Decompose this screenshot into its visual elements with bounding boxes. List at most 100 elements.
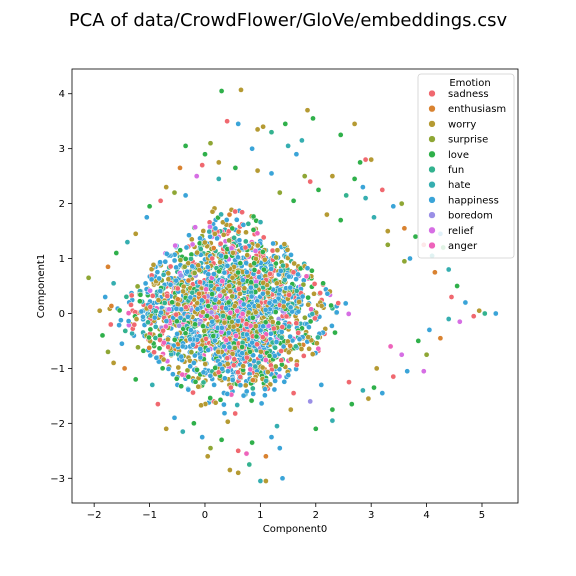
scatter-point-anger: [125, 310, 132, 316]
scatter-point-happiness: [306, 324, 312, 330]
scatter-point-happiness: [360, 184, 366, 190]
scatter-point-happiness: [224, 262, 231, 269]
scatter-point-sadness: [217, 240, 224, 247]
scatter-point-love: [137, 291, 144, 298]
legend-marker-sadness: [428, 89, 436, 98]
scatter-point-happiness: [118, 317, 124, 324]
scatter-point-fun: [246, 461, 253, 468]
scatter-point-worry: [274, 247, 281, 254]
scatter-point-fun: [161, 300, 168, 306]
scatter-point-love: [328, 302, 334, 309]
scatter-point-relief: [420, 368, 427, 375]
scatter-point-love: [174, 318, 180, 325]
scatter-point-sadness: [151, 349, 157, 356]
scatter-point-happiness: [171, 414, 178, 421]
legend-marker-boredom: [428, 211, 436, 219]
scatter-point-happiness: [223, 305, 229, 312]
scatter-point-sadness: [107, 321, 114, 328]
scatter-point-boredom: [208, 309, 215, 316]
scatter-point-love: [315, 187, 322, 193]
scatter-point-happiness: [240, 392, 247, 399]
scatter-point-relief: [207, 224, 213, 230]
legend-label-happiness: happiness: [448, 195, 499, 206]
scatter-point-hate: [160, 271, 167, 278]
scatter-point-love: [250, 226, 257, 233]
scatter-point-fun: [245, 220, 252, 227]
scatter-point-love: [178, 383, 185, 390]
scatter-point-relief: [252, 248, 259, 254]
scatter-point-love: [251, 267, 258, 273]
scatter-point-happiness: [173, 264, 179, 271]
scatter-point-worry: [254, 167, 261, 174]
scatter-point-relief: [456, 318, 463, 325]
scatter-point-worry: [230, 323, 237, 330]
scatter-point-enthusiasm: [121, 365, 128, 372]
scatter-point-love: [159, 365, 166, 372]
scatter-point-love: [202, 151, 208, 158]
scatter-point-happiness: [143, 214, 150, 221]
scatter-point-sadness: [190, 389, 196, 396]
scatter-point-happiness: [235, 254, 241, 261]
scatter-point-sadness: [209, 255, 216, 262]
scatter-point-fun: [272, 344, 278, 351]
scatter-point-happiness: [287, 333, 293, 340]
scatter-point-surprise: [301, 173, 308, 179]
scatter-point-happiness: [102, 294, 109, 300]
scatter-point-surprise: [177, 257, 184, 263]
scatter-point-happiness: [215, 286, 222, 292]
x-tick-label: 0: [202, 510, 208, 521]
scatter-point-surprise: [191, 270, 198, 276]
scatter-point-love: [113, 250, 120, 256]
scatter-point-worry: [215, 349, 222, 355]
scatter-point-surprise: [226, 237, 232, 244]
legend-marker-happiness: [428, 196, 436, 204]
legend-marker-anger: [428, 241, 436, 250]
scatter-point-worry: [209, 208, 216, 215]
scatter-point-love: [237, 260, 244, 267]
scatter-point-worry: [264, 369, 271, 375]
scatter-point-enthusiasm: [105, 263, 111, 270]
scatter-point-enthusiasm: [174, 296, 181, 303]
scatter-point-surprise: [135, 344, 141, 351]
scatter-point-relief: [345, 311, 352, 317]
y-tick-label: 0: [59, 309, 65, 320]
scatter-point-happiness: [281, 378, 288, 385]
scatter-point-love: [290, 197, 297, 204]
scatter-point-love: [182, 256, 189, 262]
scatter-point-happiness: [271, 353, 278, 359]
scatter-point-happiness: [271, 386, 278, 393]
scatter-point-anger: [234, 308, 241, 314]
scatter-point-love: [217, 396, 224, 403]
scatter-point-worry: [132, 230, 139, 237]
scatter-point-happiness: [404, 368, 411, 375]
scatter-point-worry: [220, 288, 227, 295]
scatter-point-hate: [257, 478, 264, 484]
scatter-point-love: [282, 121, 289, 127]
scatter-point-love: [253, 333, 260, 340]
scatter-point-relief: [276, 373, 283, 380]
scatter-point-love: [200, 323, 206, 329]
scatter-point-surprise: [272, 363, 279, 370]
scatter-point-happiness: [285, 273, 292, 280]
scatter-point-sadness: [290, 390, 297, 396]
scatter-point-worry: [365, 395, 372, 402]
scatter-point-worry: [261, 256, 268, 263]
scatter-point-sadness: [242, 244, 249, 251]
scatter-point-worry: [309, 351, 316, 357]
scatter-point-surprise: [207, 445, 214, 451]
scatter-point-sadness: [235, 369, 241, 376]
scatter-point-sadness: [270, 325, 277, 332]
scatter-point-surprise: [201, 328, 208, 334]
scatter-point-fun: [481, 310, 488, 317]
scatter-point-sadness: [237, 374, 244, 380]
scatter-point-love: [272, 309, 279, 315]
legend-label-enthusiasm: enthusiasm: [448, 104, 506, 115]
scatter-point-worry: [291, 260, 298, 267]
scatter-point-worry: [201, 239, 208, 246]
scatter-point-happiness: [167, 281, 174, 288]
scatter-point-sadness: [278, 357, 285, 364]
scatter-point-happiness: [288, 252, 294, 258]
scatter-point-sadness: [228, 384, 234, 391]
scatter-point-happiness: [276, 287, 283, 293]
x-tick-label: −2: [87, 510, 102, 521]
